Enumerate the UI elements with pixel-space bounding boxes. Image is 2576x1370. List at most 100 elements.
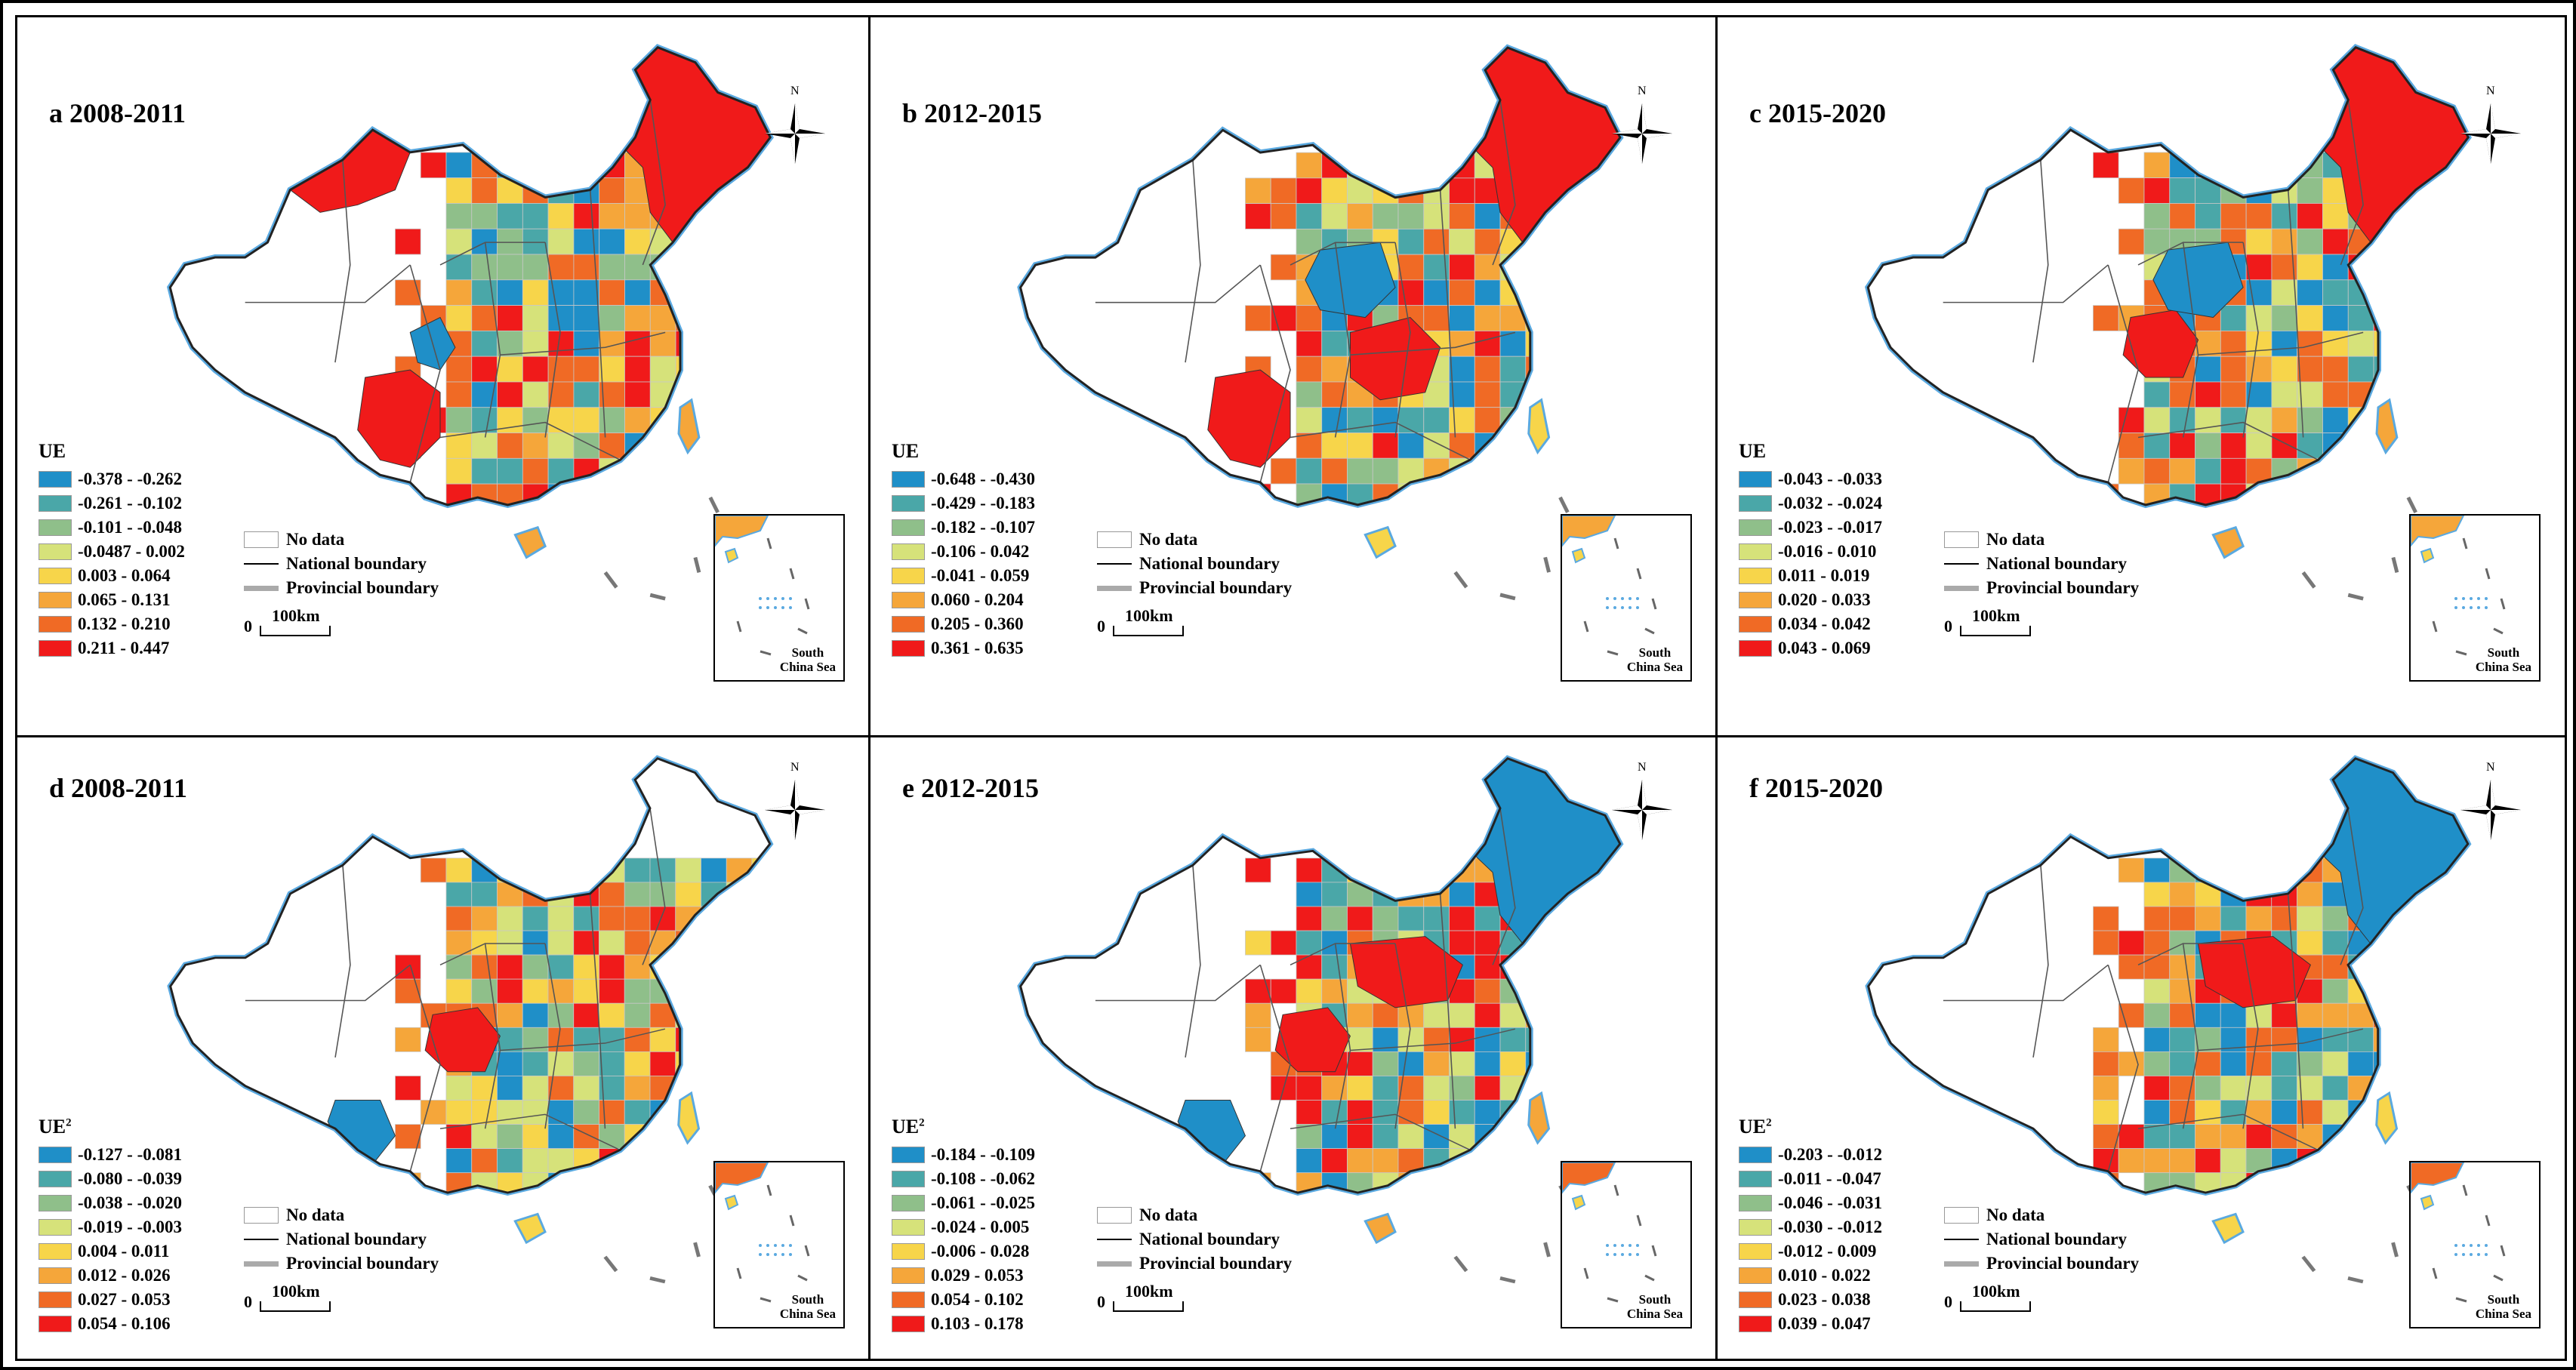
prefecture-cell [1296,857,1323,883]
prefecture-cell [1423,857,1450,883]
provincial-boundary-line [1492,808,1516,965]
prefecture-cell [675,857,701,883]
sea-boundary-dash [1499,1276,1516,1284]
taiwan-island [1527,398,1551,455]
legend-class-row: -0.184 - -0.109 [892,1143,1035,1167]
provincial-boundary-line [1095,964,1261,1002]
prefecture-cell [1450,510,1475,535]
prefecture-cell [2118,228,2145,255]
legend-class-label: -0.182 - -0.107 [931,518,1035,537]
legend-class-row: 0.103 - 0.178 [892,1312,1035,1336]
prefecture-cell [2322,1027,2349,1052]
scale-distance-label: 100km [272,606,320,625]
inset-island-dot [2462,606,2465,609]
prefecture-cell [649,457,676,485]
prefecture-cell [752,228,771,255]
prefecture-cell [573,203,600,229]
provincial-boundary-line [544,943,561,1129]
prefecture-cell [1245,857,1271,883]
prefecture-cell [2373,279,2400,306]
prefecture-cell [2169,1027,2195,1052]
prefecture-cell [675,954,701,980]
legend-class-label: -0.184 - -0.109 [931,1145,1035,1164]
inset-island-dot [766,606,769,609]
inset-label: South China Sea [2476,645,2531,674]
sea-boundary-dash [2301,1255,2316,1273]
prefecture-cell [752,407,771,433]
provincial-boundary-line [1290,421,1471,460]
inset-dash [2455,650,2467,656]
prefecture-cell [395,279,421,306]
prefecture-cell [2347,356,2374,383]
provincial-boundary-legend-label: Provincial boundary [1139,1254,1293,1273]
prefecture-cell [2297,305,2323,331]
provincial-boundary-line [1095,264,1261,303]
legend-title: UE2 [39,1116,72,1138]
prefecture-cell [1321,331,1348,357]
prefecture-cell [2118,457,2145,485]
legend-class-label: 0.029 - 0.053 [931,1266,1024,1285]
provincial-boundary-legend: Provincial boundary [244,1251,439,1276]
inset-label: South China Sea [1627,645,1683,674]
prefecture-cell [2424,407,2451,433]
scale-zero-label: 0 [1097,1292,1105,1311]
prefecture-cell [726,254,753,281]
prefecture-cell [2450,279,2469,306]
prefecture-cell [471,305,498,331]
prefecture-cell [2322,407,2349,433]
region-west-central [424,1007,501,1073]
legend-swatch [39,495,72,512]
boundary-legend: No data National boundary Provincial bound… [1944,1203,2139,1312]
prefecture-cell [445,1076,473,1101]
inset-label-line-1: South [791,645,824,660]
legend-class-label: 0.034 - 0.042 [1778,614,1871,633]
hainan-island [2211,525,2245,559]
prefecture-cell [2093,305,2119,331]
prefecture-cell [573,1100,599,1125]
prefecture-cell [522,228,549,255]
scale-zero-label: 0 [244,1292,252,1311]
legend-class-row: 0.065 - 0.131 [39,588,185,612]
prefecture-cell [751,906,770,931]
prefecture-cell [445,857,473,883]
prefecture-cell [547,1027,575,1052]
provincial-boundary-line [2032,159,2049,363]
legend-class-label: 0.023 - 0.038 [1778,1290,1871,1309]
prefecture-cell [2245,152,2272,179]
prefecture-cell [2399,1051,2425,1076]
inset-label-line-1: South [1638,1292,1672,1307]
prefecture-cell [2271,857,2297,883]
prefecture-cell [1347,1051,1373,1076]
south-china-sea-inset: South China Sea [2409,514,2541,682]
prefecture-cell [2118,1002,2145,1028]
prefecture-cell [547,433,575,459]
prefecture-cell [2297,203,2323,229]
no-data-legend: No data [1944,1203,2139,1227]
taiwan-island [677,398,701,455]
prefecture-cell [599,177,625,204]
prefecture-cell [1423,152,1450,179]
prefecture-cell [1601,978,1620,1004]
prefecture-cell [1423,1172,1450,1193]
legend-swatch [39,640,72,657]
legend-class-row: -0.0487 - 0.002 [39,540,185,564]
prefecture-cell [1551,279,1577,306]
prefecture-cell [1449,305,1475,331]
prefecture-cell [2322,381,2349,408]
prefecture-cell [676,1197,701,1221]
no-data-legend: No data [244,1203,439,1227]
prefecture-cell [2093,1076,2119,1101]
hainan-island [513,525,547,559]
legend-swatch [892,1171,925,1187]
prefecture-cell [675,457,702,485]
legend-class-label: -0.012 - 0.009 [1778,1242,1877,1261]
prefecture-cell [726,407,753,433]
prefecture-cell [445,978,473,1004]
prefecture-cell [445,177,473,204]
prefecture-cell [1551,954,1577,980]
provincial-boundaries [1095,808,1516,1172]
prefecture-cell [1372,1148,1399,1174]
prefecture-cell [752,305,771,331]
prefecture-cell [2169,882,2195,907]
prefecture-cell [547,1100,575,1125]
